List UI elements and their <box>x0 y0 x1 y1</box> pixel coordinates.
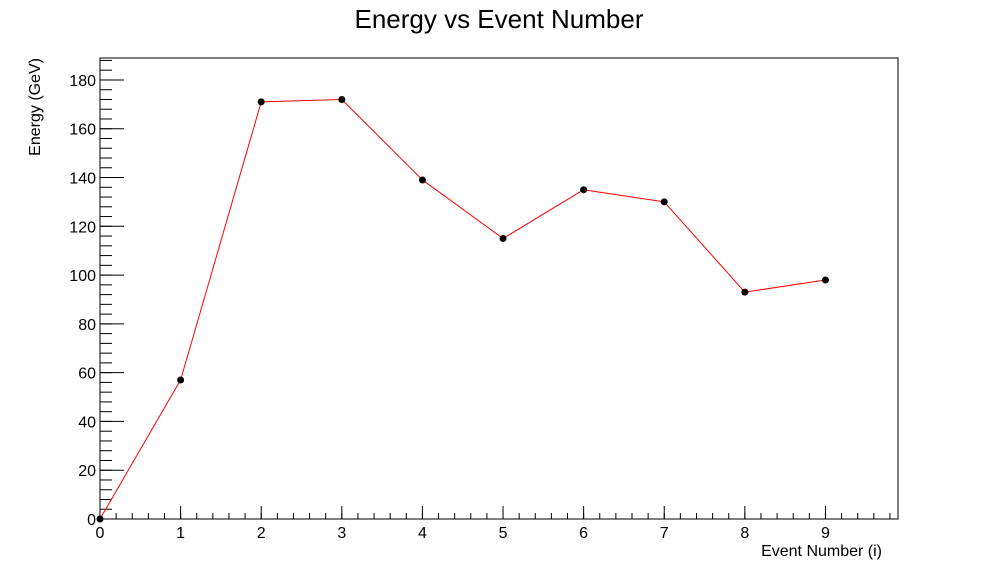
x-axis-title: Event Number (i) <box>761 543 882 560</box>
x-tick-label: 2 <box>257 525 266 542</box>
x-axis-tick-labels: 0 1 2 3 4 5 6 7 8 9 <box>96 525 830 542</box>
x-tick-label: 7 <box>660 525 669 542</box>
data-point <box>660 198 668 206</box>
y-axis-ticks <box>100 59 124 520</box>
x-tick-label: 5 <box>499 525 508 542</box>
data-point <box>741 288 749 296</box>
data-point <box>177 376 185 384</box>
data-point <box>821 276 829 284</box>
chart-title: Energy vs Event Number <box>354 4 643 34</box>
x-tick-label: 0 <box>96 525 105 542</box>
y-axis-tick-labels: 0 20 40 60 80 100 120 140 160 180 <box>69 73 96 529</box>
series-points <box>96 95 829 523</box>
y-tick-label: 60 <box>78 366 96 383</box>
y-tick-label: 40 <box>78 414 96 431</box>
data-point <box>499 234 507 242</box>
y-tick-label: 20 <box>78 463 96 480</box>
series-line-segment <box>180 101 262 381</box>
data-point <box>418 176 426 184</box>
y-tick-label: 80 <box>78 317 96 334</box>
y-tick-label: 180 <box>69 73 96 90</box>
x-tick-label: 1 <box>176 525 185 542</box>
series-line-segment <box>502 189 584 239</box>
x-tick-label: 3 <box>337 525 346 542</box>
data-point <box>338 95 346 103</box>
x-tick-label: 6 <box>579 525 588 542</box>
series-line-segment <box>341 99 423 181</box>
x-tick-label: 4 <box>418 525 427 542</box>
data-point <box>580 186 588 194</box>
x-tick-label: 9 <box>821 525 830 542</box>
series-line-segment <box>99 379 182 520</box>
series-line-segment <box>422 179 504 239</box>
series-line-segment <box>583 189 665 203</box>
series-line-segment <box>744 279 826 293</box>
y-tick-label: 120 <box>69 219 96 236</box>
y-axis-title: Energy (GeV) <box>27 58 44 156</box>
data-point <box>96 515 104 523</box>
y-tick-label: 140 <box>69 171 96 188</box>
series-line-segment <box>261 98 342 103</box>
y-tick-label: 160 <box>69 122 96 139</box>
y-tick-label: 0 <box>87 512 96 529</box>
x-axis-ticks <box>99 506 891 519</box>
y-tick-label: 100 <box>69 268 96 285</box>
data-point <box>257 98 265 106</box>
plot-frame <box>99 57 899 520</box>
x-tick-label: 8 <box>740 525 749 542</box>
series-lines <box>99 98 826 520</box>
series-line-segment <box>663 201 746 293</box>
